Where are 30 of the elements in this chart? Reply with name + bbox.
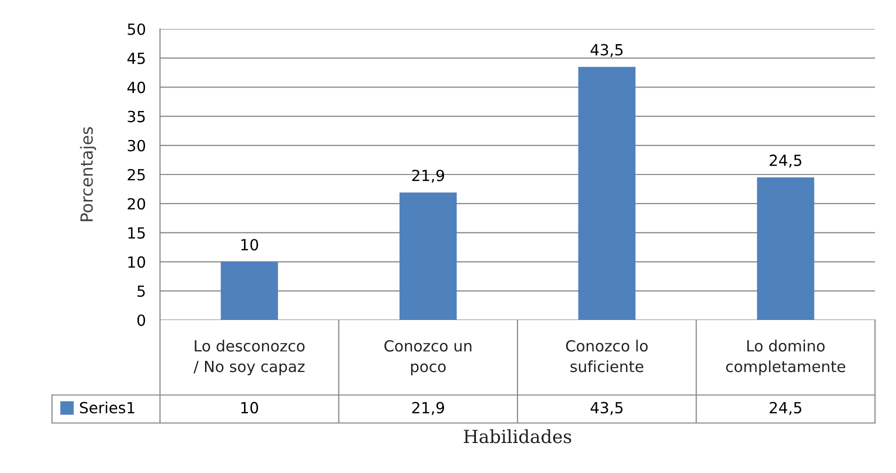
x-tick-label: Lo domino completamente [726, 340, 846, 376]
bar [220, 262, 278, 320]
data-label: 43,5 [590, 402, 623, 415]
y-tick-label: 0 [137, 314, 146, 326]
y-tick-label: 30 [128, 140, 146, 152]
y-tick-label: 5 [138, 286, 145, 297]
y-tick-label: 15 [128, 227, 145, 239]
text: 43,5 [590, 44, 623, 58]
y-axis-title: Porcentajes [80, 127, 96, 222]
x-tick-label: Conozco un poco [384, 340, 472, 376]
bar [757, 177, 814, 320]
y-tick-label: 45 [127, 52, 145, 64]
y-tick-label: 10 [128, 256, 146, 268]
y-tick-label: 20 [128, 198, 146, 210]
x-axis-title: Habilidades [464, 429, 572, 444]
y-tick-label: 25 [128, 168, 145, 181]
x-tick-label: Lo desconozco / No soy capaz [194, 340, 305, 376]
data-label: 21,9 [412, 402, 444, 415]
data-label: 10 [241, 402, 258, 414]
text: 24,5 [770, 154, 802, 168]
bar [400, 192, 457, 320]
x-tick-label: Conozco lo suficiente [566, 340, 648, 372]
legend-label: Series1 [80, 402, 134, 414]
y-tick-label: 35 [128, 110, 145, 122]
bar [578, 66, 636, 320]
y-tick-label: 40 [127, 82, 146, 94]
text: 21,9 [412, 170, 444, 183]
y-tick-label: 50 [128, 23, 146, 36]
text: 10 [241, 238, 258, 251]
data-label: 24,5 [770, 402, 802, 415]
